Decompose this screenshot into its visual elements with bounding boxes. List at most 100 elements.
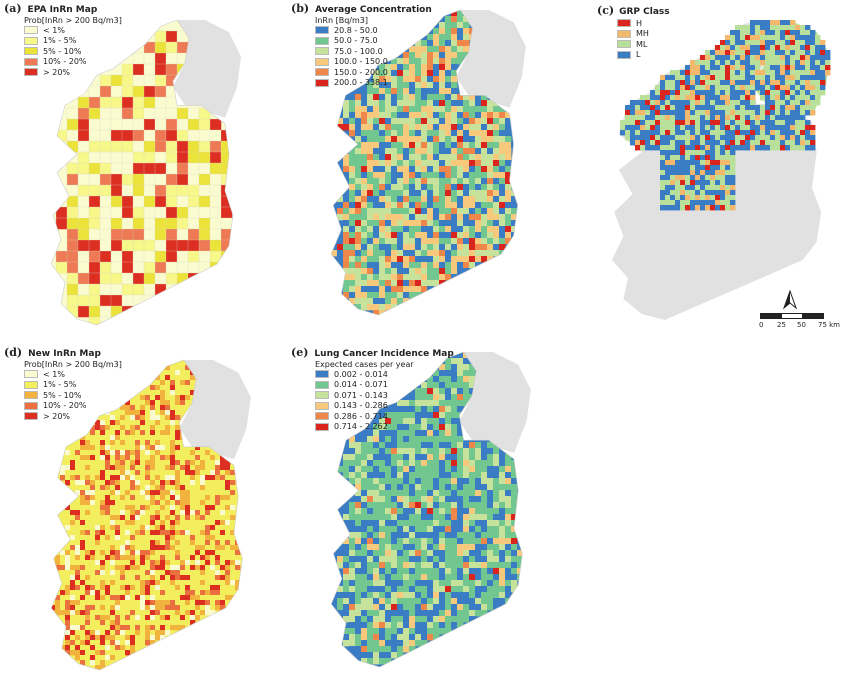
map-c <box>611 20 831 320</box>
legend-item: 100.0 - 150.0 <box>315 57 432 68</box>
legend-label: 1% - 5% <box>43 36 77 46</box>
legend-item: > 20% <box>24 67 122 78</box>
legend-label: > 20% <box>43 67 71 77</box>
legend-item: 1% - 5% <box>24 380 122 391</box>
scale-tick: 0 <box>759 321 764 329</box>
panel-label: (b) <box>291 2 310 15</box>
legend-label: 200.0 - 338.1 <box>334 78 388 88</box>
legend-swatch <box>315 78 329 87</box>
legend-item: 0.286 - 0.714 <box>315 411 454 422</box>
legend-label: 150.0 - 200.0 <box>334 67 388 77</box>
legend-swatch <box>315 380 329 389</box>
legend-swatch <box>24 68 38 77</box>
legend-swatch <box>617 29 631 38</box>
legend-item: 0.143 - 0.286 <box>315 401 454 412</box>
legend-label: < 1% <box>43 369 65 379</box>
legend-item: 1% - 5% <box>24 36 122 47</box>
legend-swatch <box>24 380 38 389</box>
legend-swatch <box>24 57 38 66</box>
legend-item: < 1% <box>24 25 122 36</box>
map-cells <box>331 10 518 315</box>
legend-item: 0.014 - 0.071 <box>315 380 454 391</box>
panel-label: (a) <box>4 2 22 15</box>
panel-label: (e) <box>291 346 309 359</box>
scale-tick: 25 <box>777 321 786 329</box>
legend-label: 10% - 20% <box>43 401 87 411</box>
legend-label: L <box>636 50 641 60</box>
legend-e: (e) Lung Cancer Incidence Map Expected ca… <box>291 346 454 432</box>
legend-swatch <box>24 370 38 379</box>
legend-label: ML <box>636 39 648 49</box>
legend-swatch <box>315 391 329 400</box>
legend-swatch <box>315 401 329 410</box>
legend-item: 5% - 10% <box>24 390 122 401</box>
map-cells <box>331 352 523 665</box>
panel-title: EPA InRn Map <box>27 5 98 15</box>
legend-swatch <box>315 68 329 77</box>
panel-title: Average Concentration <box>315 5 432 15</box>
map-d <box>50 359 251 671</box>
legend-swatch <box>315 36 329 45</box>
legend-item: 20.8 - 50.0 <box>315 25 432 36</box>
map-cells <box>51 360 243 670</box>
legend-item: 10% - 20% <box>24 401 122 412</box>
legend-label: 5% - 10% <box>43 390 82 400</box>
northern-ireland-region <box>456 10 526 108</box>
legend-label: 50.0 - 75.0 <box>334 36 378 46</box>
legend-label: 0.714 - 2.262 <box>334 422 388 432</box>
legend-swatch <box>315 57 329 66</box>
legend-label: 0.143 - 0.286 <box>334 401 388 411</box>
legend-swatch <box>315 422 329 431</box>
legend-item: 75.0 - 100.0 <box>315 46 432 57</box>
legend-d: (d) New InRn Map Prob[InRn > 200 Bq/m3] <… <box>4 346 122 422</box>
panel-subtitle: InRn [Bq/m3] <box>315 16 368 25</box>
legend-swatch <box>24 26 38 35</box>
legend-c: (c) GRP Class H MH ML L <box>597 4 670 60</box>
legend-label: 0.014 - 0.071 <box>334 380 388 390</box>
northern-ireland-region <box>179 360 251 460</box>
legend-item: 50.0 - 75.0 <box>315 36 432 47</box>
map-cells <box>620 20 831 211</box>
legend-b: (b) Average Concentration InRn [Bq/m3] 20… <box>291 2 432 88</box>
legend-label: 0.002 - 0.014 <box>334 369 388 379</box>
legend-item: 200.0 - 338.1 <box>315 78 432 89</box>
legend-swatch <box>315 47 329 56</box>
scale-tick: 75 km <box>818 321 841 329</box>
legend-label: H <box>636 18 643 28</box>
legend-swatch <box>617 40 631 49</box>
legend-swatch <box>315 26 329 35</box>
panel-a: (a) EPA InRn Map Prob[InRn > 200 Bq/m3] <… <box>0 0 285 335</box>
scale-tick: 50 <box>797 321 806 329</box>
panel-label: (d) <box>4 346 23 359</box>
legend-item: H <box>617 18 670 29</box>
legend-swatch <box>617 50 631 59</box>
legend-label: < 1% <box>43 25 65 35</box>
legend-label: MH <box>636 29 649 39</box>
legend-item: > 20% <box>24 411 122 422</box>
panel-b: (b) Average Concentration InRn [Bq/m3] 20… <box>285 0 585 335</box>
scale-bar-graphic <box>760 313 824 319</box>
map-b <box>330 9 526 316</box>
legend-label: 10% - 20% <box>43 57 87 67</box>
panel-c: (c) GRP Class H MH ML L 0 25 50 75 km <box>585 0 850 335</box>
legend-swatch <box>24 401 38 410</box>
panel-title: GRP Class <box>619 7 670 17</box>
legend-swatch <box>24 36 38 45</box>
legend-item: 150.0 - 200.0 <box>315 67 432 78</box>
legend-swatch <box>315 370 329 379</box>
legend-label: 0.286 - 0.714 <box>334 411 388 421</box>
legend-swatch <box>24 391 38 400</box>
legend-item: MH <box>617 29 670 40</box>
map-a <box>50 19 241 326</box>
legend-item: 0.714 - 2.262 <box>315 422 454 433</box>
legend-swatch <box>617 19 631 28</box>
legend-item: 10% - 20% <box>24 57 122 68</box>
legend-item: 5% - 10% <box>24 46 122 57</box>
northern-ireland-region <box>173 20 241 118</box>
panel-label: (c) <box>597 4 615 17</box>
panel-e: (e) Lung Cancer Incidence Map Expected ca… <box>285 340 585 678</box>
legend-swatch <box>24 47 38 56</box>
panel-title: New InRn Map <box>28 349 101 359</box>
panel-title: Lung Cancer Incidence Map <box>314 349 454 359</box>
legend-a: (a) EPA InRn Map Prob[InRn > 200 Bq/m3] <… <box>4 2 122 78</box>
